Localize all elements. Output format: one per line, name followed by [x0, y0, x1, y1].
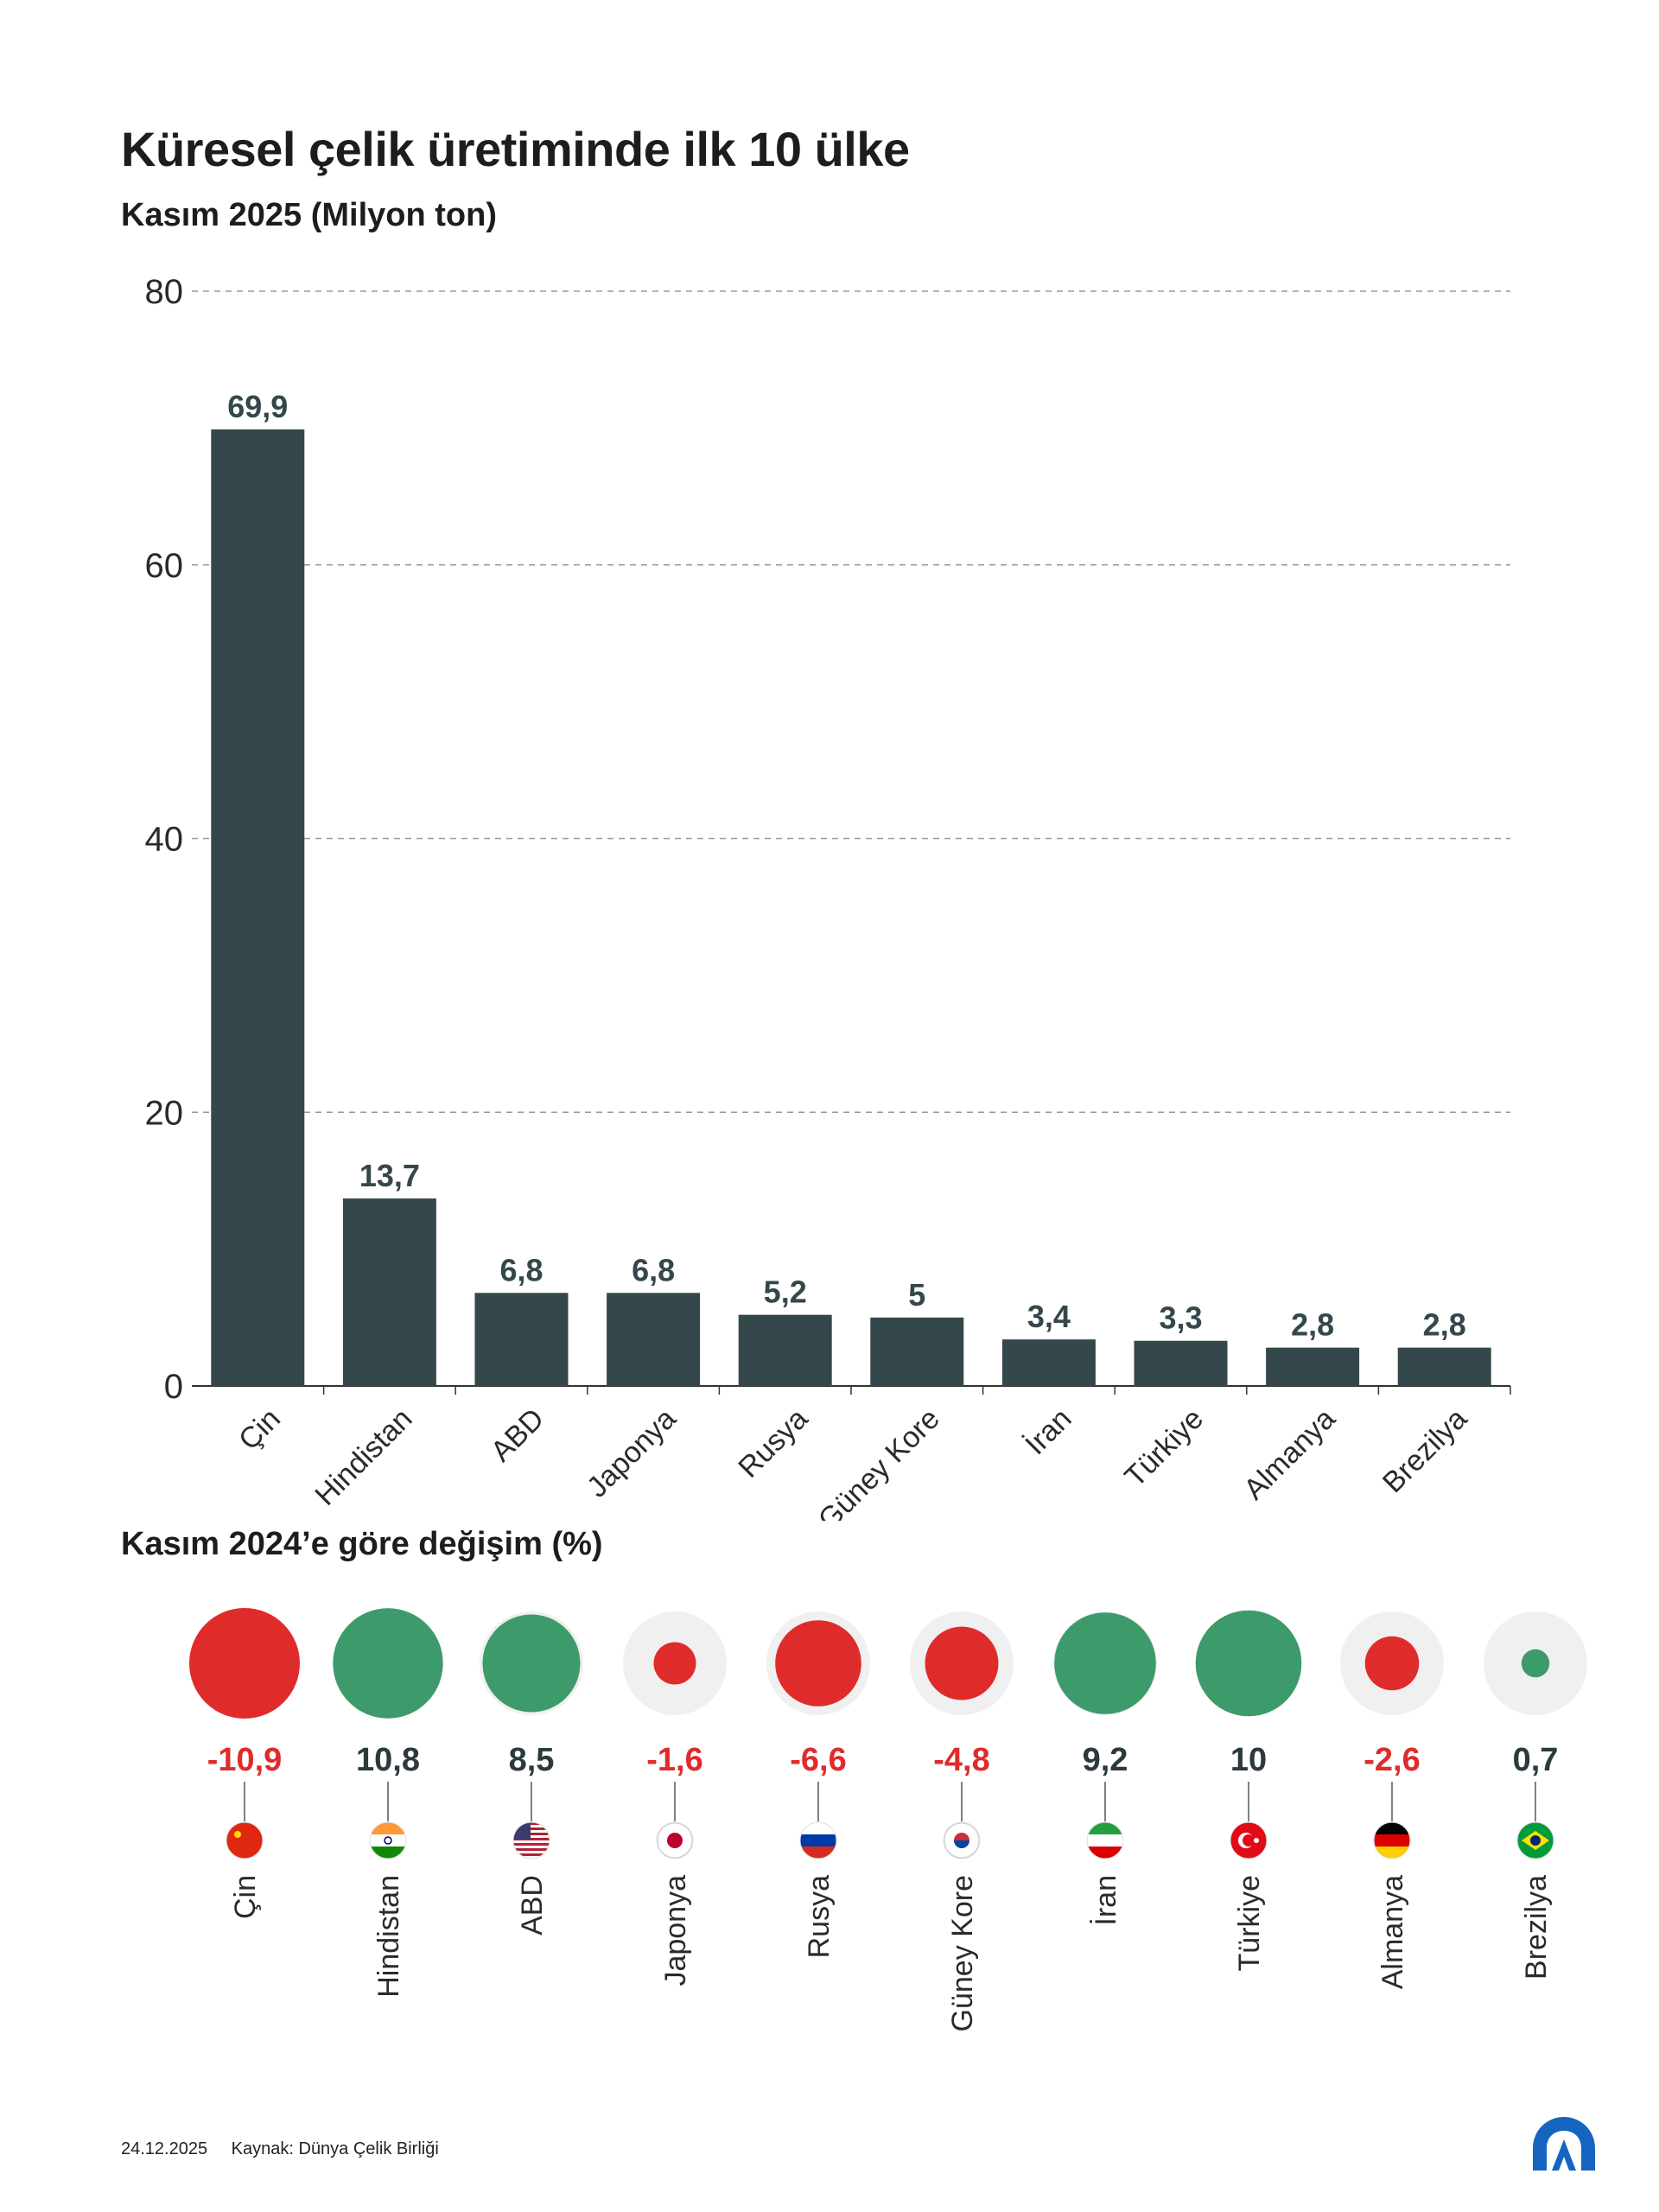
bar — [1134, 1340, 1228, 1386]
country-label: Hindistan — [372, 1875, 405, 1998]
country-label: Türkiye — [1233, 1875, 1266, 1971]
germany-flag-icon — [1373, 1821, 1411, 1859]
footer-date: 24.12.2025 — [121, 2139, 208, 2158]
iran-flag-icon — [1086, 1821, 1124, 1859]
change-value-label: -2,6 — [1363, 1742, 1420, 1778]
y-tick-label: 40 — [145, 821, 184, 859]
bar-value-label: 69,9 — [227, 389, 288, 424]
change-value-label: -6,6 — [790, 1742, 846, 1778]
change-bubble — [189, 1608, 300, 1719]
bar-value-label: 6,8 — [499, 1252, 543, 1287]
change-bubble — [775, 1620, 861, 1707]
bar-value-label: 3,3 — [1159, 1300, 1202, 1336]
chart-title: Küresel çelik üretiminde ilk 10 ülke — [121, 122, 910, 176]
bar — [870, 1317, 964, 1386]
bar-value-label: 2,8 — [1291, 1307, 1334, 1343]
change-value-label: 0,7 — [1513, 1742, 1559, 1778]
bar — [211, 429, 305, 1386]
y-tick-label: 20 — [145, 1094, 184, 1132]
turkey-flag-icon — [1230, 1821, 1268, 1859]
change-bubble — [1054, 1612, 1156, 1714]
bar — [607, 1293, 701, 1386]
change-bubble — [1521, 1649, 1550, 1678]
bar — [474, 1293, 569, 1386]
change-value-label: 8,5 — [509, 1742, 555, 1778]
bar-value-label: 5 — [908, 1277, 925, 1313]
country-label: İran — [1090, 1875, 1122, 1926]
change-bubble — [482, 1614, 581, 1713]
bar — [1001, 1339, 1096, 1386]
country-label: Güney Kore — [946, 1875, 979, 2031]
country-label: Çin — [229, 1875, 262, 1919]
footer-source: Kaynak: Dünya Çelik Birliği — [231, 2139, 439, 2158]
y-tick-label: 80 — [145, 273, 184, 311]
change-bubble — [1195, 1610, 1302, 1717]
india-flag-icon — [369, 1821, 407, 1859]
country-label: Almanya — [1376, 1875, 1409, 1989]
country-label: Rusya — [803, 1875, 836, 1958]
bar-chart: 02040608069,9Çin13,7Hindistan6,8ABD6,8Ja… — [145, 273, 1511, 1521]
japan-flag-icon — [656, 1821, 694, 1859]
brazil-flag-icon — [1516, 1821, 1554, 1859]
change-value-label: 9,2 — [1083, 1742, 1128, 1778]
bar-value-label: 3,4 — [1027, 1299, 1071, 1334]
china-flag-icon — [226, 1821, 264, 1859]
change-value-label: 10 — [1230, 1742, 1267, 1778]
bar — [1266, 1347, 1360, 1386]
bar-value-label: 5,2 — [764, 1274, 807, 1310]
country-label: ABD — [516, 1875, 549, 1936]
change-value-label: 10,8 — [356, 1742, 420, 1778]
bar-value-label: 13,7 — [359, 1158, 420, 1193]
change-value-label: -1,6 — [646, 1742, 702, 1778]
bar — [1397, 1347, 1491, 1386]
country-label: Japonya — [659, 1875, 692, 1986]
usa-flag-icon — [512, 1821, 550, 1859]
change-bubble — [1364, 1636, 1420, 1691]
y-tick-label: 60 — [145, 547, 184, 585]
russia-flag-icon — [799, 1821, 837, 1859]
chart-subtitle: Kasım 2025 (Milyon ton) — [121, 197, 497, 233]
y-tick-label: 0 — [164, 1368, 183, 1406]
change-bubble — [925, 1626, 999, 1700]
country-label: Brezilya — [1520, 1875, 1553, 1980]
change-value-label: -4,8 — [933, 1742, 989, 1778]
change-bubble — [333, 1608, 443, 1719]
footer: 24.12.2025 Kaynak: Dünya Çelik Birliği — [121, 2139, 458, 2159]
south-korea-flag-icon — [943, 1821, 981, 1859]
aa-logo-icon — [1533, 2117, 1595, 2171]
bar-value-label: 2,8 — [1423, 1307, 1466, 1343]
bar-value-label: 6,8 — [632, 1252, 675, 1287]
bar — [342, 1198, 436, 1386]
change-value-label: -10,9 — [207, 1742, 283, 1778]
change-section-title: Kasım 2024’e göre değişim (%) — [121, 1526, 603, 1562]
bar — [738, 1314, 832, 1386]
change-bubble — [653, 1642, 696, 1685]
